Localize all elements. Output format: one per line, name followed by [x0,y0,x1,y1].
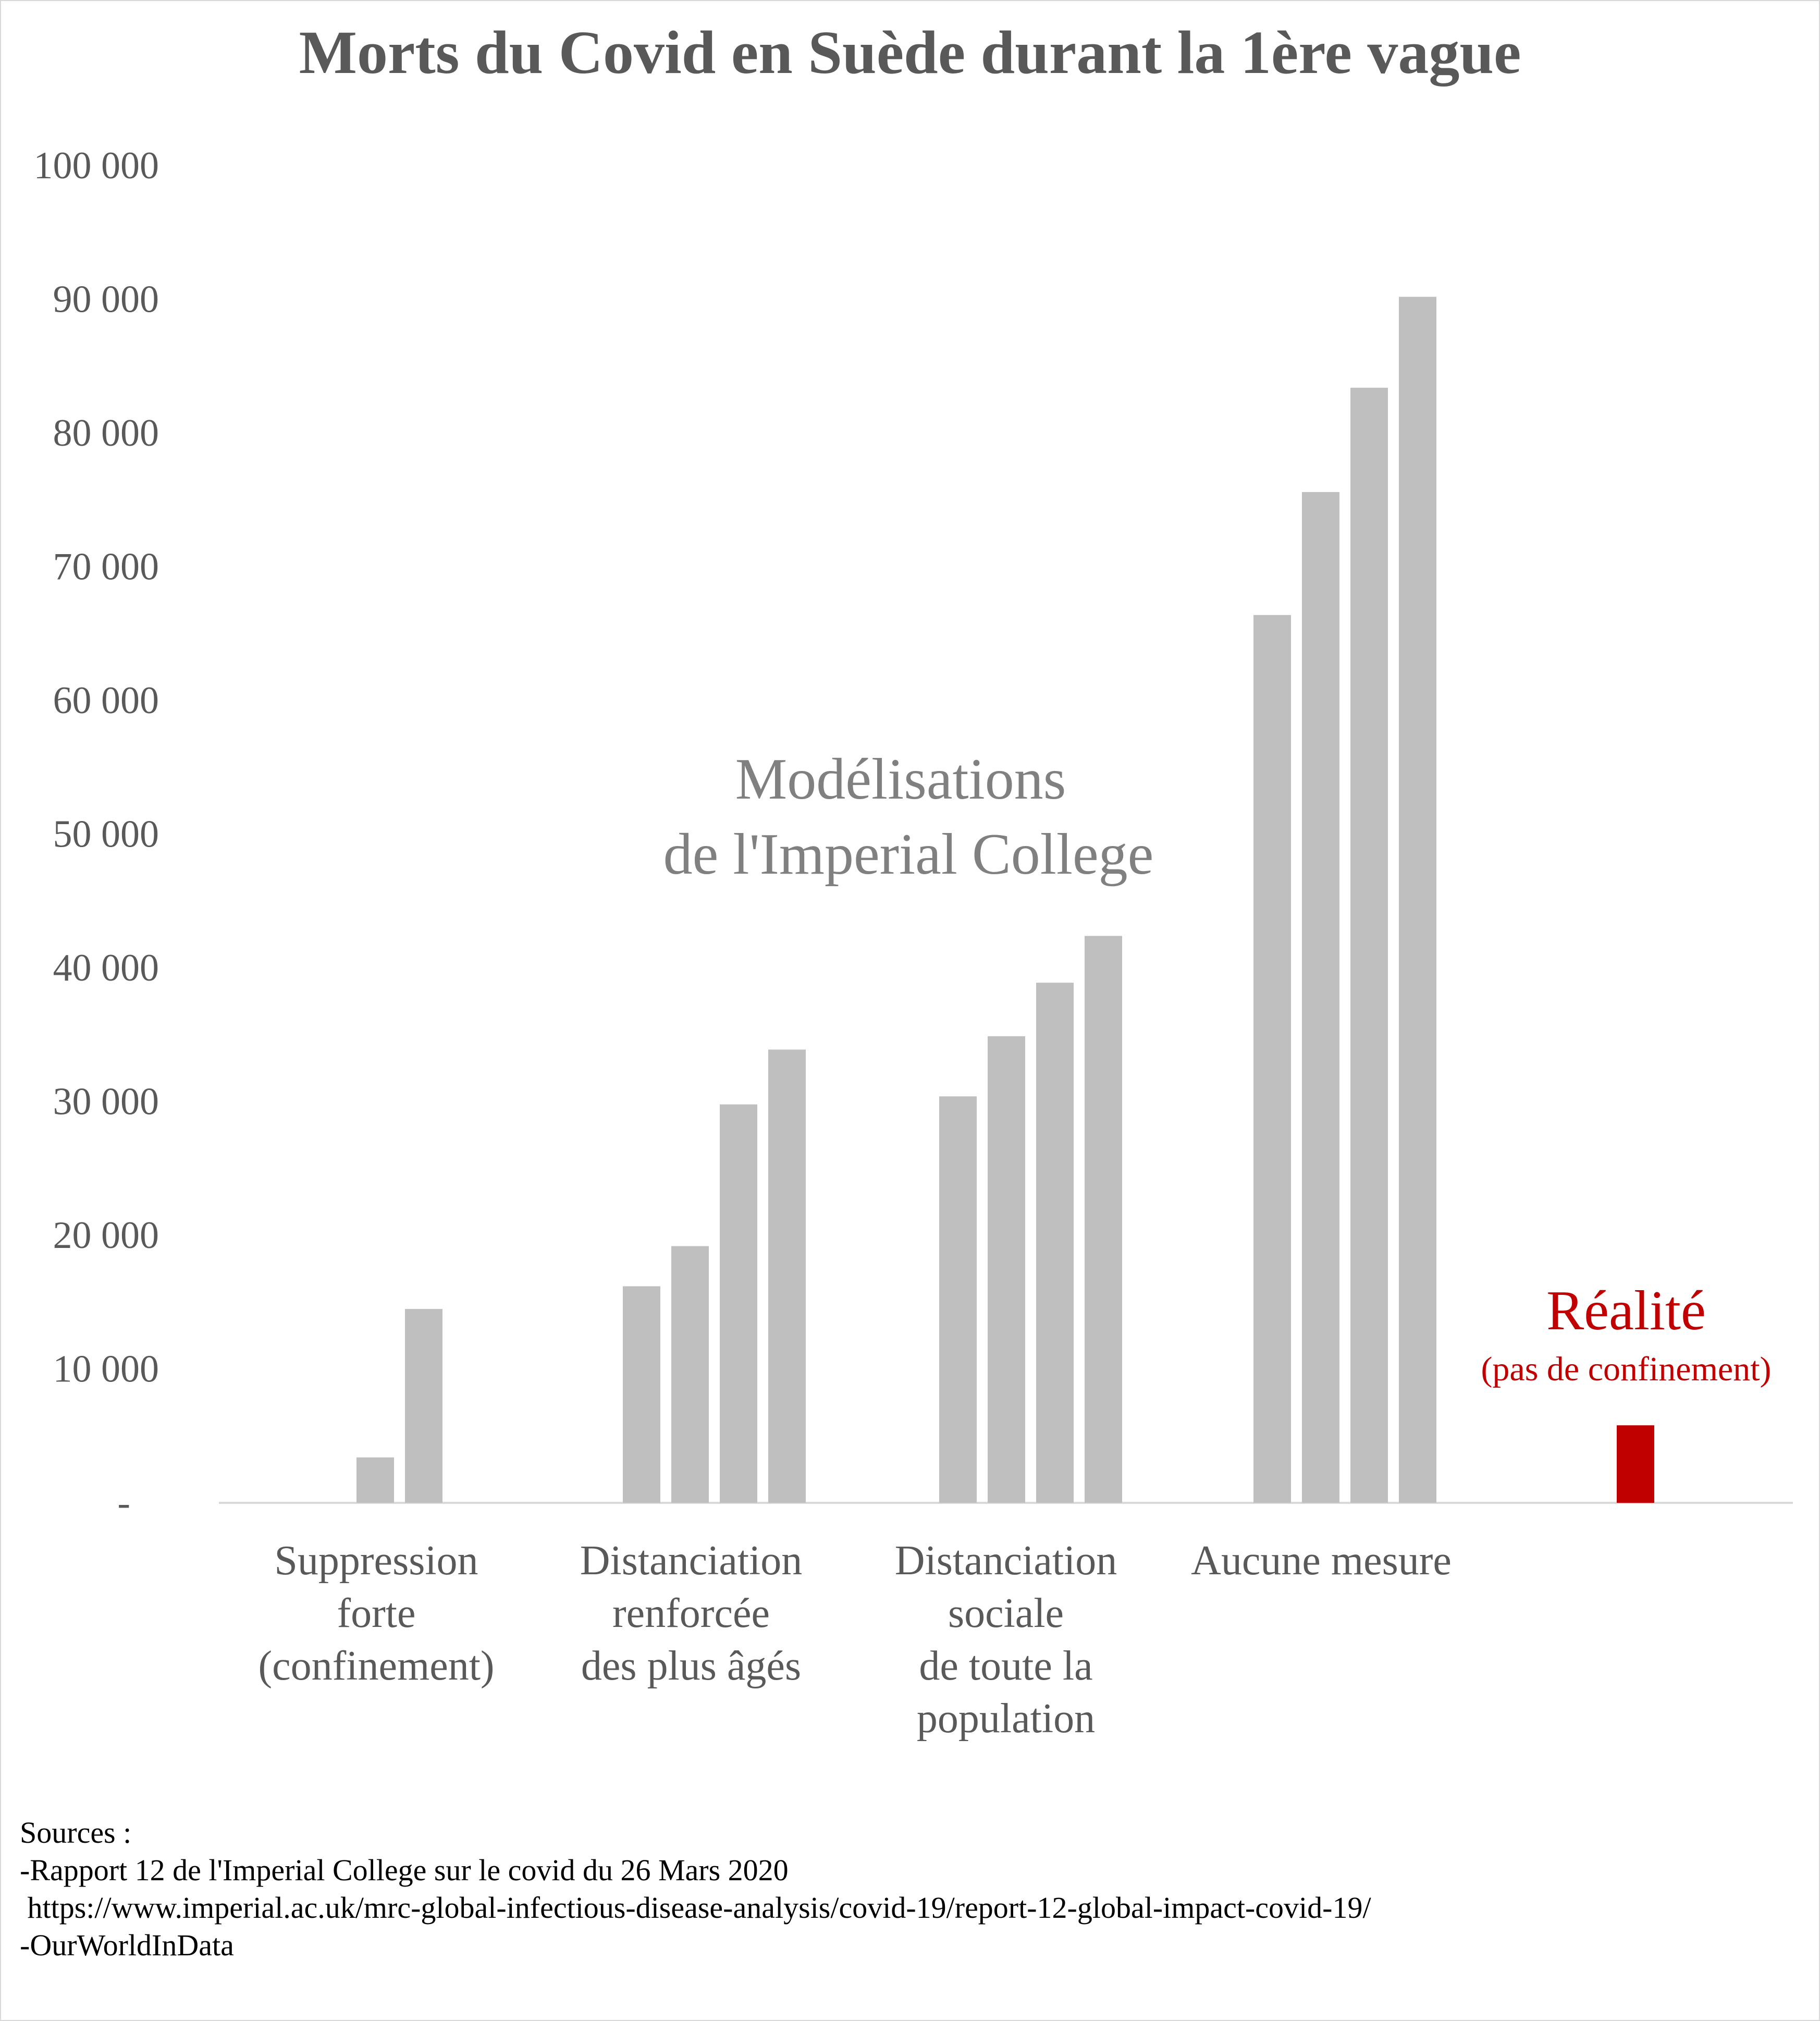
y-tick-label: 80 000 [53,412,159,455]
bar-model [1350,387,1388,1503]
reality-annotation-title: Réalité [1546,1280,1706,1342]
category-label-line: (confinement) [258,1643,494,1689]
sources-heading: Sources : [20,1816,132,1849]
model-annotation-line1: Modélisations [735,747,1066,812]
category-label-line: Distanciation [895,1538,1117,1584]
y-tick-label: 100 000 [34,144,159,187]
bar-model [988,1036,1025,1503]
chart-title: Morts du Covid en Suède durant la 1ère v… [299,18,1521,87]
y-tick-label: 90 000 [53,278,159,321]
bar-model [405,1309,442,1503]
bar-model [671,1246,709,1503]
category-label-line: de toute la [919,1643,1092,1689]
category-label-line: sociale [948,1590,1064,1636]
category-label: Suppression forte (confinement) [258,1538,494,1689]
bar-reality [1617,1425,1654,1503]
y-tick-label: 10 000 [53,1348,159,1391]
chart: Morts du Covid en Suède durant la 1ère v… [34,18,1793,1742]
y-tick-label: - [117,1481,130,1524]
category-labels: Suppression forte (confinement) Distanciati… [258,1538,1451,1742]
sources-line-2: https://www.imperial.ac.uk/mrc-global-in… [20,1891,1371,1925]
y-tick-label: 40 000 [53,947,159,989]
y-tick-label: 70 000 [53,546,159,589]
sources-line-1: -Rapport 12 de l'Imperial College sur le… [20,1853,789,1887]
category-label-line: renforcée [612,1590,770,1636]
y-tick-label: 20 000 [53,1214,159,1257]
bar-model [1085,936,1122,1503]
category-label: Aucune mesure [1191,1538,1452,1584]
category-label-line: population [917,1696,1095,1742]
y-tick-label: 60 000 [53,679,159,722]
sources-line-3: -OurWorldInData [20,1928,234,1962]
y-axis-tick-labels: - 10 000 20 000 30 000 40 000 50 000 60 000 70 … [34,144,159,1524]
category-label: Distanciation sociale de toute la populatio… [895,1538,1117,1742]
category-label-line: des plus âgés [581,1643,801,1689]
bar-model [1036,983,1074,1503]
y-tick-label: 30 000 [53,1081,159,1123]
bar-model [768,1049,806,1503]
bar-model [1302,492,1339,1503]
reality-annotation-subtitle: (pas de confinement) [1481,1350,1771,1388]
category-label: Distanciation renforcée des plus âgés [580,1538,803,1689]
category-label-line: Distanciation [580,1538,803,1584]
bar-model [1399,297,1436,1503]
category-label-line: Aucune mesure [1191,1538,1452,1584]
bar-model [720,1104,757,1503]
sources-block: Sources : -Rapport 12 de l'Imperial Coll… [20,1814,1371,1964]
bar-model [356,1457,394,1503]
bar-model [623,1286,660,1503]
y-tick-label: 50 000 [53,813,159,856]
category-label-line: forte [337,1590,415,1636]
category-label-line: Suppression [274,1538,478,1584]
bar-model [1253,615,1291,1503]
bar-model [939,1096,977,1503]
bars [356,297,1654,1503]
model-annotation-line2: de l'Imperial College [663,822,1154,887]
